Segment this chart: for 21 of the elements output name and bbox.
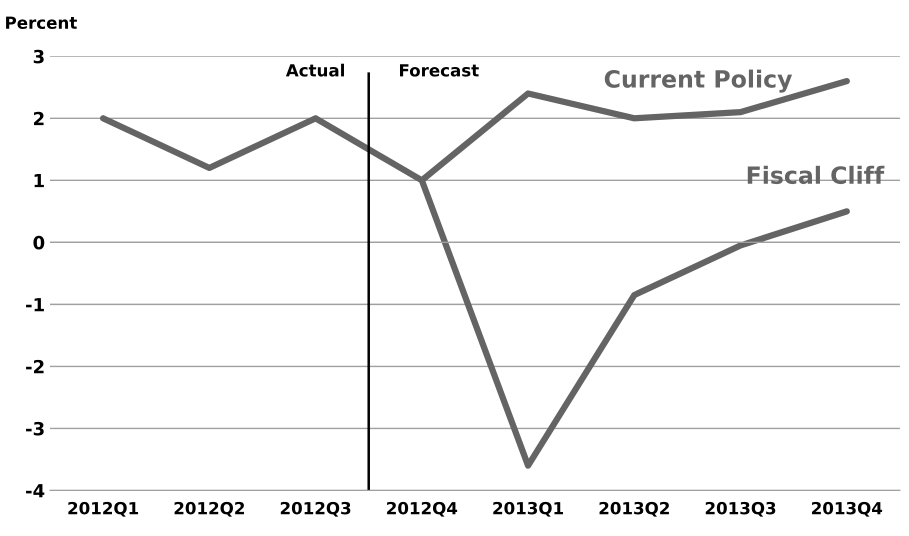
series-label: Current Policy xyxy=(604,70,792,93)
x-tick-label: 2013Q1 xyxy=(493,502,563,517)
y-tick-label: -1 xyxy=(26,298,44,312)
y-tick-label: 2 xyxy=(34,112,44,126)
y-tick-label: 0 xyxy=(33,236,44,250)
x-tick-label: 2012Q2 xyxy=(174,502,244,517)
x-tick-label: 2012Q4 xyxy=(387,502,458,517)
x-tick-label: 2012Q1 xyxy=(68,502,138,517)
y-tick-label: 1 xyxy=(34,174,44,188)
y-tick-label: -3 xyxy=(26,422,44,436)
x-tick-label: 2013Q3 xyxy=(706,502,776,517)
series-label: Fiscal Cliff xyxy=(748,166,884,184)
annotation: Forecast xyxy=(400,64,479,77)
y-tick-label: -2 xyxy=(26,360,44,374)
annotation: Actual xyxy=(286,64,344,77)
x-tick-label: 2013Q4 xyxy=(812,502,882,517)
x-tick-label: 2013Q2 xyxy=(600,502,669,517)
y-tick-label: 3 xyxy=(34,50,44,64)
x-tick-label: 2012Q3 xyxy=(280,502,350,517)
y-axis-title: Percent xyxy=(6,16,77,29)
y-tick-label: -4 xyxy=(26,484,44,498)
